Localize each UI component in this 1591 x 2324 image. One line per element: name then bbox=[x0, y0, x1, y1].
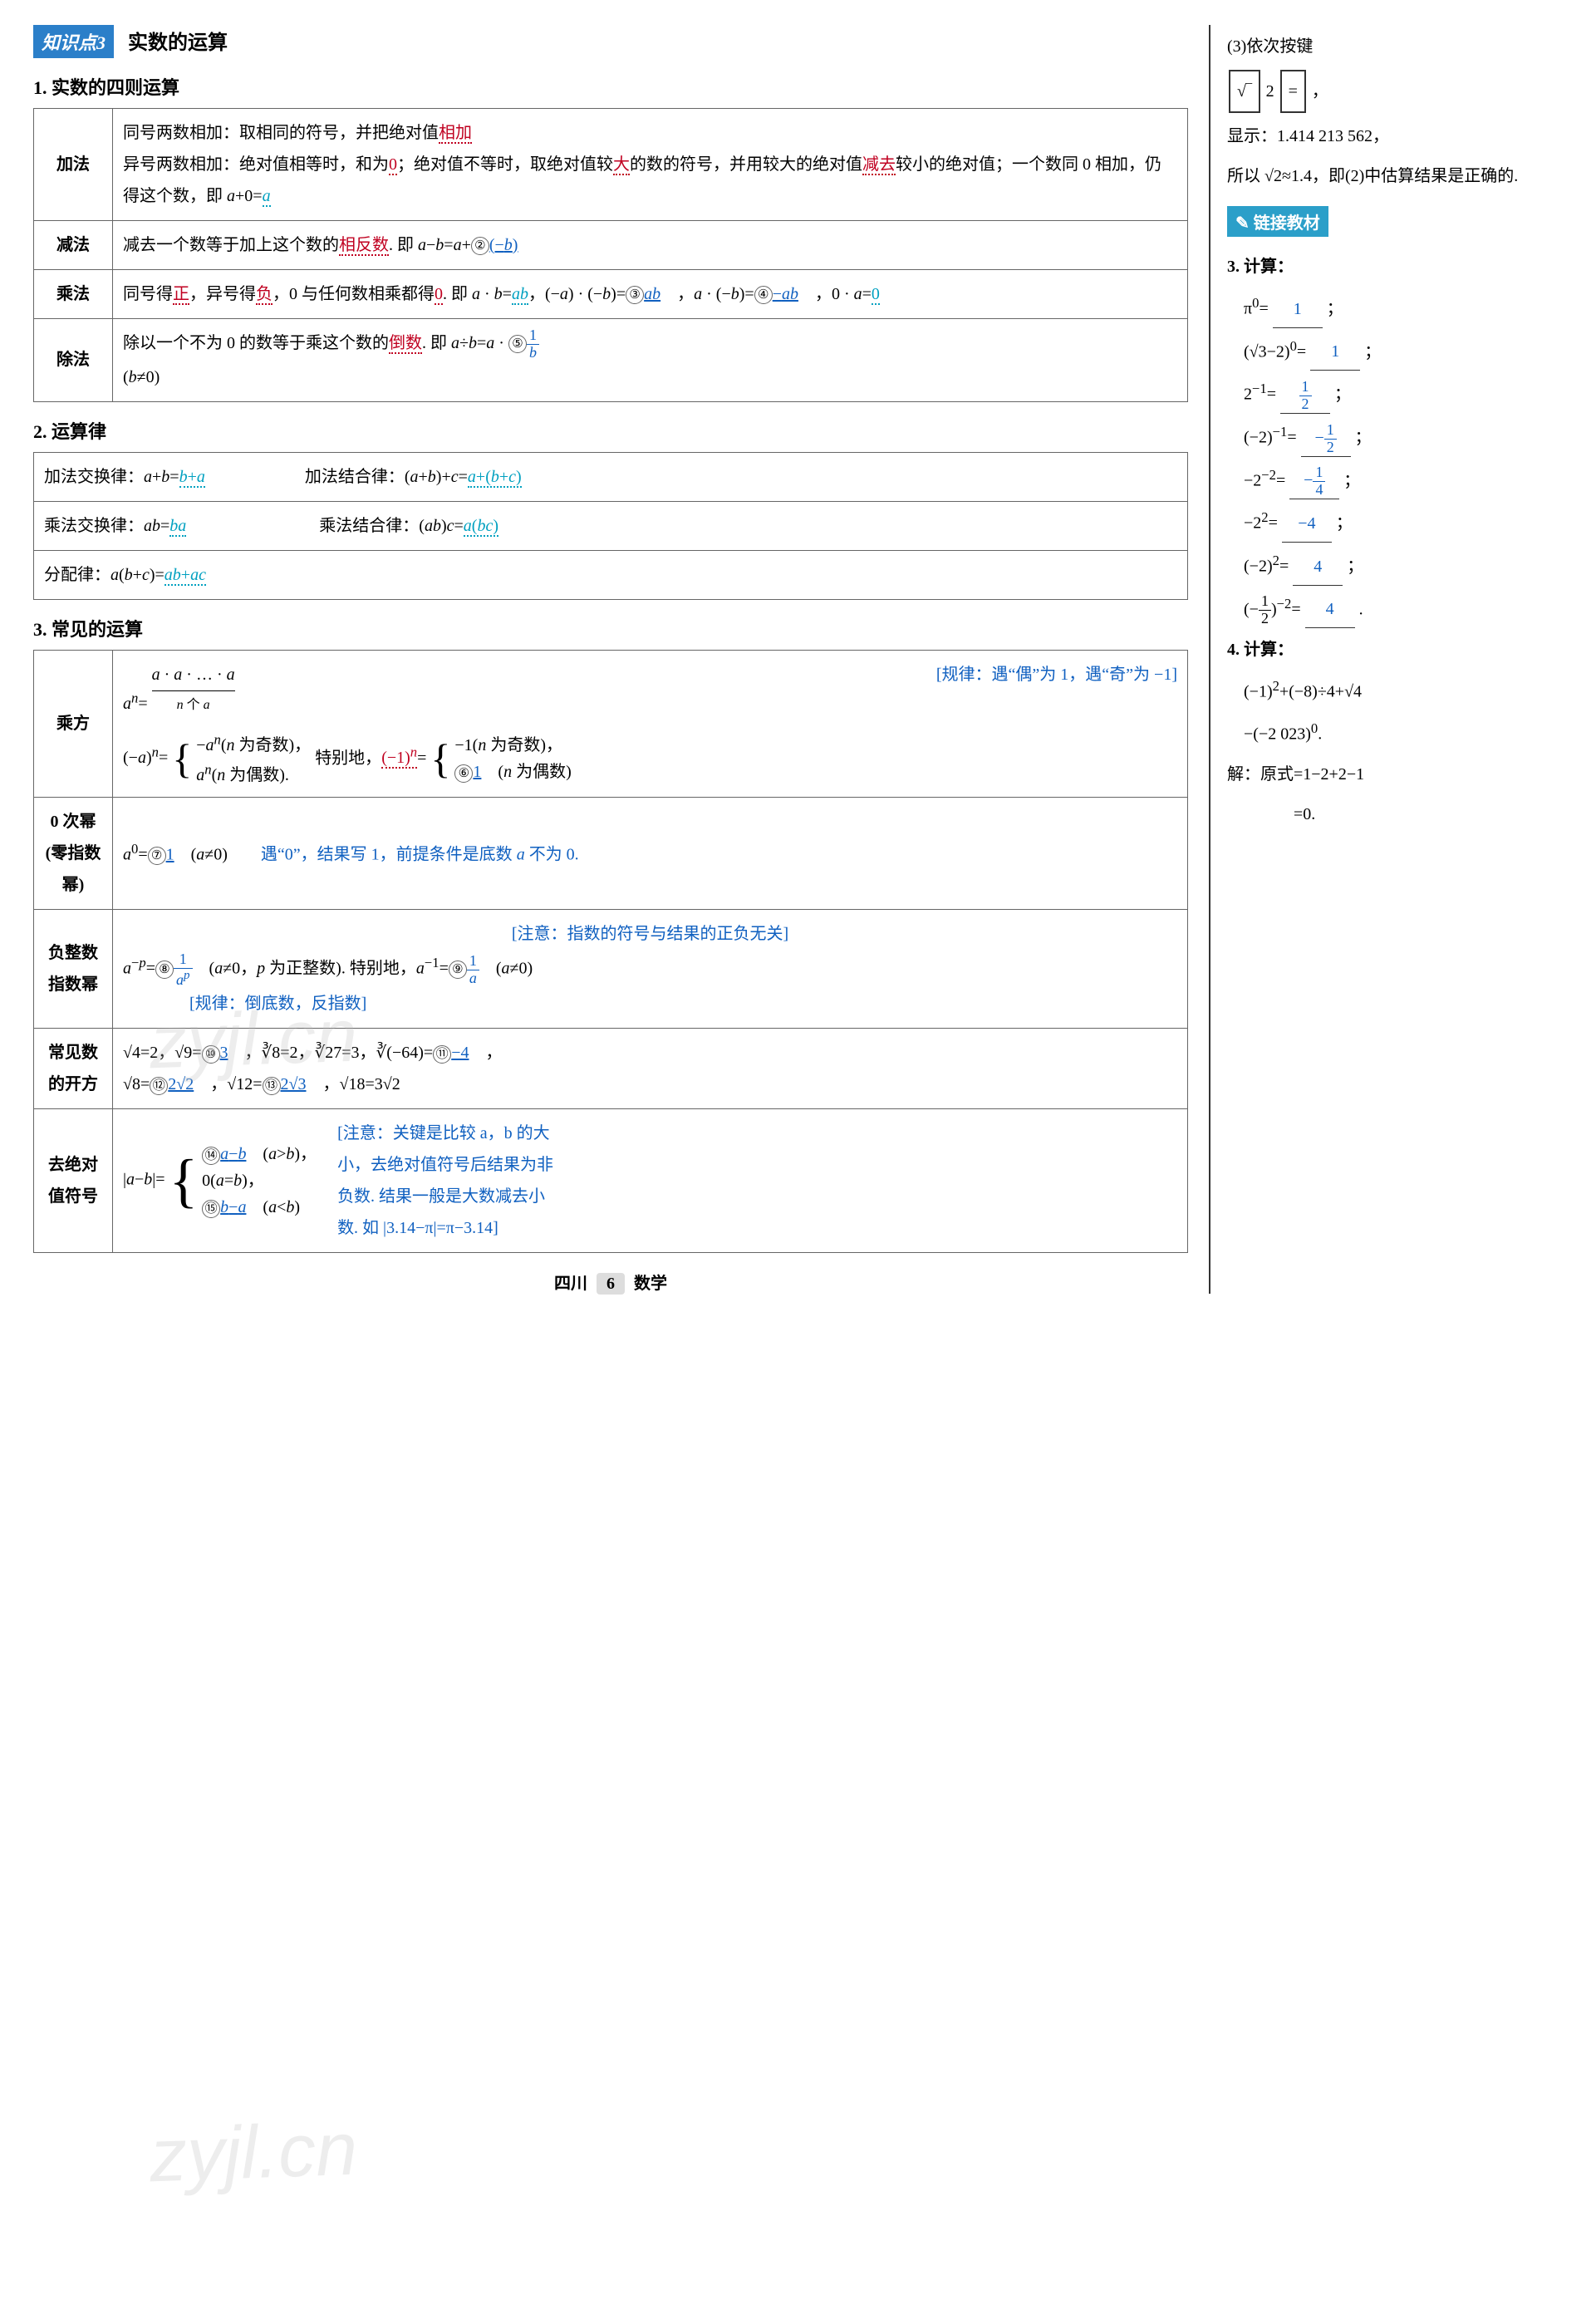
watermark: zyjl.cn bbox=[148, 2107, 359, 2200]
row-body: 分配律：a(b+c)=ab+ac bbox=[34, 550, 1188, 599]
equals-key: = bbox=[1280, 70, 1306, 113]
calc-line: (−2)2= 4 ； bbox=[1227, 546, 1558, 586]
row-body: √4=2，√9=⑩3 ，∛8=2，∛27=3，∛(−64)=⑪−4 ，√8=⑫2… bbox=[113, 1029, 1188, 1109]
row-label: 乘方 bbox=[34, 650, 113, 797]
footer-num: 6 bbox=[597, 1273, 625, 1295]
table-row: 分配律：a(b+c)=ab+ac bbox=[34, 550, 1188, 599]
sec1-title: 1. 实数的四则运算 bbox=[33, 73, 1188, 100]
solution: 解：原式=1−2+2−1 bbox=[1227, 756, 1558, 793]
formula-head: an= bbox=[123, 695, 148, 713]
row-body: 减去一个数等于加上这个数的相反数. 即 a−b=a+②(−b) bbox=[113, 221, 1188, 270]
table-row: 0 次幂(零指数幂) a0=⑦1 (a≠0) 遇“0”，结果写 1，前提条件是底… bbox=[34, 798, 1188, 910]
footer-right: 数学 bbox=[634, 1275, 667, 1293]
calc-line: (−1)2+(−8)÷4+√4 bbox=[1227, 671, 1558, 710]
page-footer: 四川 6 数学 bbox=[33, 1270, 1188, 1294]
row-body: |a−b|= { ⑭a−b (a>b)， 0(a=b)， ⑮b−a (a<b) … bbox=[113, 1109, 1188, 1253]
sec3-table: 乘方 an= a · a · … · a n 个 a [规律：遇“偶”为 1，遇… bbox=[33, 650, 1188, 1254]
calc-title: 4. 计算： bbox=[1227, 631, 1558, 668]
row-label: 减法 bbox=[34, 221, 113, 270]
brace-icon: { bbox=[169, 1163, 199, 1199]
row-body: a0=⑦1 (a≠0) 遇“0”，结果写 1，前提条件是底数 a 不为 0. bbox=[113, 798, 1188, 910]
table-row: 乘法同号得正，异号得负，0 与任何数相乘都得0. 即 a · b=ab，(−a)… bbox=[34, 270, 1188, 319]
underbrace: a · a · … · a n 个 a bbox=[152, 659, 235, 718]
brace-icon: { bbox=[430, 746, 450, 771]
table-row: 负整数指数幂 [注意：指数的符号与结果的正负无关] a−p=⑧1ap (a≠0，… bbox=[34, 910, 1188, 1029]
sec3-title: 3. 常见的运算 bbox=[33, 615, 1188, 641]
row-body: 乘法交换律：ab=ba 乘法结合律：(ab)c=a(bc) bbox=[34, 501, 1188, 550]
row-body: an= a · a · … · a n 个 a [规律：遇“偶”为 1，遇“奇”… bbox=[113, 650, 1188, 797]
calc-line: 2−1= 12 ； bbox=[1227, 374, 1558, 414]
sqrt-key: √‾ bbox=[1229, 70, 1260, 113]
row-label: 负整数指数幂 bbox=[34, 910, 113, 1029]
table-row: 乘方 an= a · a · … · a n 个 a [规律：遇“偶”为 1，遇… bbox=[34, 650, 1188, 797]
kp-header: 知识点3 实数的运算 bbox=[33, 25, 1188, 58]
side-p: 显示：1.414 213 562， bbox=[1227, 118, 1558, 155]
calc-title: 3. 计算： bbox=[1227, 248, 1558, 285]
calc-line: −(−2 023)0. bbox=[1227, 714, 1558, 753]
table-row: 去绝对值符号 |a−b|= { ⑭a−b (a>b)， 0(a=b)， ⑮b−a… bbox=[34, 1109, 1188, 1253]
brace-icon: { bbox=[172, 746, 192, 771]
row-body: 除以一个不为 0 的数等于乘这个数的倒数. 即 a÷b=a · ⑤1b(b≠0) bbox=[113, 319, 1188, 402]
calc-line: π0= 1 ； bbox=[1227, 288, 1558, 328]
table-row: 加法同号两数相加：取相同的符号，并把绝对值相加异号两数相加：绝对值相等时，和为0… bbox=[34, 109, 1188, 221]
table-row: 乘法交换律：ab=ba 乘法结合律：(ab)c=a(bc) bbox=[34, 501, 1188, 550]
sec2-table: 加法交换律：a+b=b+a 加法结合律：(a+b)+c=a+(b+c) 乘法交换… bbox=[33, 452, 1188, 600]
note: [规律：遇“偶”为 1，遇“奇”为 −1] bbox=[936, 659, 1177, 690]
solution: =0. bbox=[1227, 796, 1558, 833]
side-p: 所以 √2≈1.4，即(2)中估算结果是正确的. bbox=[1227, 158, 1558, 194]
kp-title: 实数的运算 bbox=[128, 26, 228, 55]
row-label: 除法 bbox=[34, 319, 113, 402]
row-label: 0 次幂(零指数幂) bbox=[34, 798, 113, 910]
calc-line: −2−2= −14 ； bbox=[1227, 460, 1558, 500]
sec1-table: 加法同号两数相加：取相同的符号，并把绝对值相加异号两数相加：绝对值相等时，和为0… bbox=[33, 108, 1188, 402]
row-label: 去绝对值符号 bbox=[34, 1109, 113, 1253]
row-body: 同号得正，异号得负，0 与任何数相乘都得0. 即 a · b=ab，(−a) ·… bbox=[113, 270, 1188, 319]
note: [规律：倒底数，反指数] bbox=[189, 988, 1177, 1020]
calc-line: (−2)−1= −12 ； bbox=[1227, 417, 1558, 457]
main-column: 知识点3 实数的运算 1. 实数的四则运算 加法同号两数相加：取相同的符号，并把… bbox=[33, 25, 1209, 1294]
row-body: 同号两数相加：取相同的符号，并把绝对值相加异号两数相加：绝对值相等时，和为0；绝… bbox=[113, 109, 1188, 221]
row-label: 乘法 bbox=[34, 270, 113, 319]
key-seq: √‾ 2 = ， bbox=[1227, 68, 1558, 115]
table-row: 常见数的开方 √4=2，√9=⑩3 ，∛8=2，∛27=3，∛(−64)=⑪−4… bbox=[34, 1029, 1188, 1109]
kp-badge: 知识点3 bbox=[33, 25, 114, 58]
side-p: (3)依次按键 bbox=[1227, 28, 1558, 65]
table-row: 减法减去一个数等于加上这个数的相反数. 即 a−b=a+②(−b) bbox=[34, 221, 1188, 270]
note: [注意：指数的符号与结果的正负无关] bbox=[123, 918, 1177, 950]
row-body: [注意：指数的符号与结果的正负无关] a−p=⑧1ap (a≠0，p 为正整数)… bbox=[113, 910, 1188, 1029]
side-column: (3)依次按键 √‾ 2 = ， 显示：1.414 213 562， 所以 √2… bbox=[1209, 25, 1558, 1294]
row-body: 加法交换律：a+b=b+a 加法结合律：(a+b)+c=a+(b+c) bbox=[34, 452, 1188, 501]
sec2-title: 2. 运算律 bbox=[33, 417, 1188, 444]
calc-line: −22= −4 ； bbox=[1227, 503, 1558, 543]
calc-line: (−12)−2= 4 . bbox=[1227, 589, 1558, 629]
calc-line: (√3−2)0= 1 ； bbox=[1227, 332, 1558, 371]
footer-left: 四川 bbox=[554, 1275, 587, 1293]
row-label: 加法 bbox=[34, 109, 113, 221]
link-badge: 链接教材 bbox=[1227, 206, 1328, 237]
note: [注意：关键是比较 a，b 的大小，去绝对值符号后结果为非负数. 结果一般是大数… bbox=[337, 1118, 553, 1244]
table-row: 加法交换律：a+b=b+a 加法结合律：(a+b)+c=a+(b+c) bbox=[34, 452, 1188, 501]
table-row: 除法除以一个不为 0 的数等于乘这个数的倒数. 即 a÷b=a · ⑤1b(b≠… bbox=[34, 319, 1188, 402]
row-label: 常见数的开方 bbox=[34, 1029, 113, 1109]
